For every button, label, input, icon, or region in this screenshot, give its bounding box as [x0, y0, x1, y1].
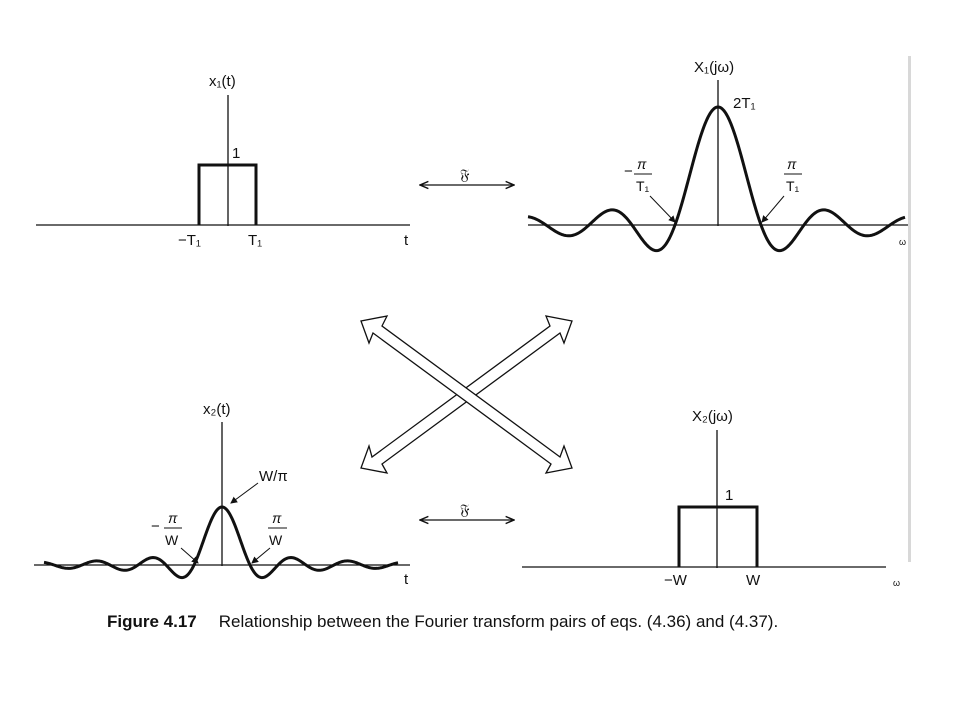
svg-text:T₁: T₁: [636, 178, 650, 194]
fourier-arrow-top: 𝔉: [420, 167, 514, 185]
svg-text:W: W: [269, 532, 283, 548]
x1-height-label: 1: [232, 145, 240, 162]
fourier-symbol-top: 𝔉: [460, 167, 470, 184]
x1-ylabel: x₁(t): [209, 73, 236, 90]
x2-zero-pos-leader: [251, 547, 271, 564]
svg-text:π: π: [637, 156, 647, 172]
svg-text:π: π: [787, 156, 797, 172]
X1-zero-pos-leader: [761, 195, 785, 223]
svg-text:π: π: [168, 510, 178, 526]
x2-zero-neg-label: − π W: [151, 510, 182, 548]
x2-ylabel: x₂(t): [203, 401, 230, 418]
x2-peak-label: W/π: [259, 468, 288, 485]
x2-zero-neg-leader: [180, 547, 199, 564]
X2-rect-pulse: [677, 505, 759, 567]
X1-zero-neg-leader: [649, 195, 676, 223]
X1-peak-label: 2T₁: [733, 95, 756, 112]
figure-number: Figure 4.17: [107, 612, 197, 631]
X2-ylabel: X₂(jω): [692, 408, 733, 425]
fourier-symbol-bottom: 𝔉: [460, 502, 470, 519]
svg-text:−: −: [151, 518, 160, 535]
x2-sinc-curve: [43, 505, 399, 580]
x2-t-label: t: [404, 571, 409, 588]
svg-text:W: W: [165, 532, 179, 548]
X2-tick-neg: −W: [664, 572, 688, 589]
figure-caption: Figure 4.17 Relationship between the Four…: [107, 612, 807, 632]
panel-x2-freq: X₂(jω) 1 −W W ω: [522, 408, 900, 589]
scan-edge: [908, 56, 911, 562]
X1-omega-label: ω: [899, 237, 906, 247]
panel-x1-freq: X₁(jω) 2T₁ − π T₁ π T₁ ω: [527, 59, 908, 253]
svg-text:−: −: [624, 163, 633, 180]
x1-tick-pos: T₁: [248, 232, 262, 249]
X1-zero-neg-label: − π T₁: [624, 156, 652, 194]
caption-text: Relationship between the Fourier transfo…: [218, 612, 779, 631]
X2-omega-label: ω: [893, 578, 900, 588]
X1-zero-pos-label: π T₁: [784, 156, 802, 194]
panel-x1-time: x₁(t) 1 −T₁ T₁ t: [36, 73, 410, 249]
svg-text:π: π: [272, 510, 282, 526]
x1-t-label: t: [404, 232, 409, 249]
x1-tick-neg: −T₁: [178, 232, 201, 249]
X1-ylabel: X₁(jω): [694, 59, 734, 76]
x1-rect-pulse: [197, 163, 258, 225]
X2-height-label: 1: [725, 487, 733, 504]
X2-tick-pos: W: [746, 572, 761, 589]
x2-zero-pos-label: π W: [268, 510, 287, 548]
fourier-arrow-bottom: 𝔉: [420, 502, 514, 520]
x2-peak-leader: [230, 482, 259, 504]
X1-sinc-curve: [527, 105, 906, 253]
svg-text:T₁: T₁: [786, 178, 800, 194]
duality-arrow-b: [360, 315, 573, 474]
duality-cross-arrows: [360, 315, 573, 474]
panel-x2-time: x₂(t) W/π − π W π W t: [34, 401, 410, 588]
